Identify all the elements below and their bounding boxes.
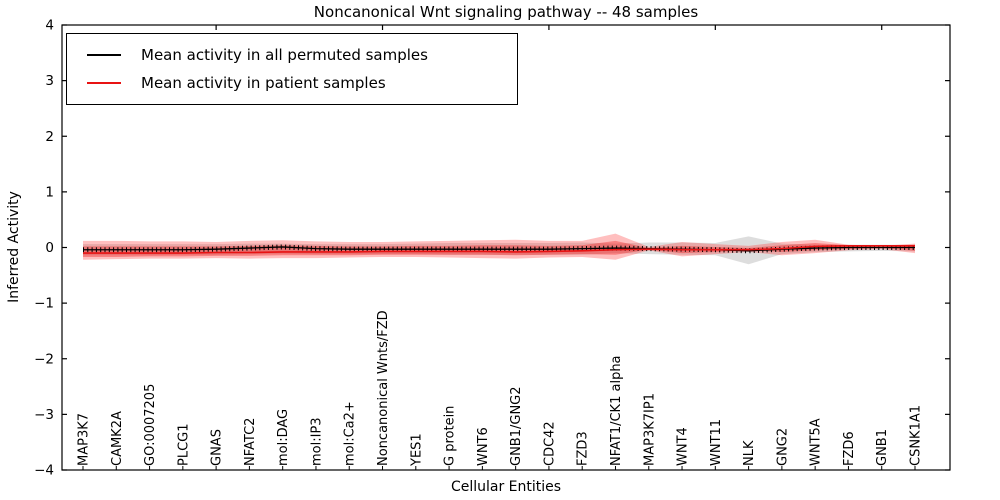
svg-text:3: 3 bbox=[45, 73, 54, 89]
svg-text:mol:Ca2+: mol:Ca2+ bbox=[343, 401, 358, 466]
svg-text:MAP3K7IP1: MAP3K7IP1 bbox=[642, 393, 657, 466]
svg-text:NFAT1/CK1 alpha: NFAT1/CK1 alpha bbox=[609, 355, 624, 466]
permuted-line-swatch bbox=[87, 54, 121, 56]
svg-text:−1: −1 bbox=[34, 296, 54, 312]
svg-text:CSNK1A1: CSNK1A1 bbox=[909, 405, 924, 466]
svg-text:4: 4 bbox=[45, 18, 54, 34]
svg-text:GO:0007205: GO:0007205 bbox=[143, 384, 158, 466]
svg-text:2: 2 bbox=[45, 129, 54, 145]
svg-text:CAMK2A: CAMK2A bbox=[110, 411, 125, 466]
svg-text:FZD6: FZD6 bbox=[842, 431, 857, 466]
svg-text:WNT4: WNT4 bbox=[676, 427, 691, 466]
x-axis-label: Cellular Entities bbox=[450, 479, 562, 495]
svg-text:mol:IP3: mol:IP3 bbox=[309, 417, 324, 466]
svg-text:CDC42: CDC42 bbox=[542, 421, 557, 466]
svg-text:GNAS: GNAS bbox=[210, 429, 225, 466]
axis-frame bbox=[61, 24, 951, 471]
svg-text:YES1: YES1 bbox=[409, 433, 424, 467]
legend-entry-patient: Mean activity in patient samples bbox=[79, 69, 505, 97]
svg-text:−4: −4 bbox=[34, 463, 54, 479]
svg-text:NFATC2: NFATC2 bbox=[243, 418, 258, 466]
series-lines-layer bbox=[83, 244, 915, 254]
svg-text:G protein: G protein bbox=[443, 406, 458, 466]
svg-text:PLCG1: PLCG1 bbox=[176, 423, 191, 466]
y-axis-label: Inferred Activity bbox=[6, 191, 22, 303]
svg-text:−3: −3 bbox=[34, 407, 54, 423]
svg-text:mol:DAG: mol:DAG bbox=[276, 409, 291, 466]
svg-text:MAP3K7: MAP3K7 bbox=[77, 413, 92, 466]
svg-text:WNT5A: WNT5A bbox=[809, 418, 824, 466]
svg-text:WNT6: WNT6 bbox=[476, 427, 491, 466]
svg-text:Noncanonical Wnts/FZD: Noncanonical Wnts/FZD bbox=[376, 310, 391, 466]
svg-text:WNT11: WNT11 bbox=[709, 419, 724, 466]
svg-text:GNB1: GNB1 bbox=[875, 429, 890, 466]
svg-text:NLK: NLK bbox=[742, 440, 757, 466]
svg-text:1: 1 bbox=[45, 184, 54, 200]
svg-text:GNB1/GNG2: GNB1/GNG2 bbox=[509, 386, 524, 466]
svg-text:−2: −2 bbox=[34, 351, 54, 367]
legend-entry-permuted: Mean activity in all permuted samples bbox=[79, 41, 505, 69]
svg-text:GNG2: GNG2 bbox=[775, 428, 790, 466]
svg-text:FZD3: FZD3 bbox=[576, 431, 591, 466]
legend: Mean activity in all permuted samples Me… bbox=[66, 33, 518, 105]
patient-line-swatch bbox=[87, 82, 121, 84]
x-tick-labels: MAP3K7 CAMK2A GO:0007205 PLCG1 GNAS NFATC2 mol… bbox=[77, 310, 924, 467]
y-tick-labels: −4 −3 −2 −1 0 1 2 3 4 bbox=[34, 18, 54, 479]
svg-text:0: 0 bbox=[45, 240, 54, 256]
legend-label: Mean activity in all permuted samples bbox=[141, 46, 428, 64]
legend-label: Mean activity in patient samples bbox=[141, 74, 386, 92]
chart-title: Noncanonical Wnt signaling pathway -- 48… bbox=[313, 3, 699, 21]
